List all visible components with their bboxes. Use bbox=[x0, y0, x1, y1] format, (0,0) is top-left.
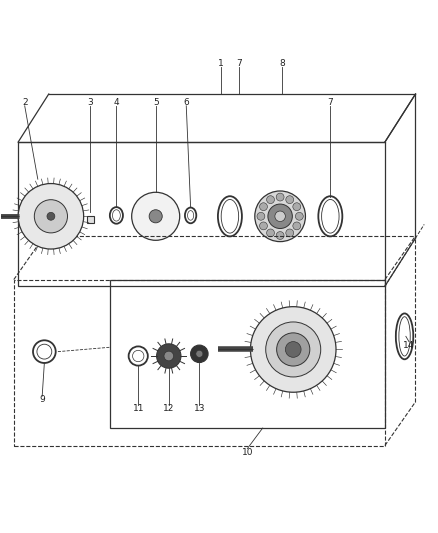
Circle shape bbox=[196, 350, 203, 357]
Text: 13: 13 bbox=[194, 404, 205, 413]
Circle shape bbox=[156, 344, 181, 368]
Circle shape bbox=[295, 212, 303, 220]
Circle shape bbox=[255, 191, 305, 241]
Circle shape bbox=[286, 229, 293, 237]
Circle shape bbox=[132, 192, 180, 240]
Circle shape bbox=[260, 222, 268, 230]
Circle shape bbox=[286, 196, 293, 204]
Circle shape bbox=[275, 211, 286, 222]
Circle shape bbox=[268, 204, 292, 229]
Circle shape bbox=[257, 212, 265, 220]
Circle shape bbox=[293, 222, 301, 230]
Text: 7: 7 bbox=[328, 98, 333, 107]
Circle shape bbox=[276, 231, 284, 239]
Text: 2: 2 bbox=[22, 98, 28, 107]
Text: 6: 6 bbox=[184, 98, 189, 107]
Text: 10: 10 bbox=[242, 448, 253, 457]
Text: 5: 5 bbox=[153, 98, 159, 107]
Text: 11: 11 bbox=[132, 404, 144, 413]
Text: 7: 7 bbox=[236, 59, 241, 68]
Circle shape bbox=[266, 322, 321, 377]
Text: 1: 1 bbox=[218, 59, 224, 68]
Circle shape bbox=[286, 342, 301, 357]
Circle shape bbox=[18, 183, 84, 249]
Text: 14: 14 bbox=[403, 341, 415, 350]
Circle shape bbox=[267, 196, 275, 204]
Circle shape bbox=[277, 333, 310, 366]
Circle shape bbox=[293, 203, 301, 211]
Text: 3: 3 bbox=[87, 98, 93, 107]
Text: 12: 12 bbox=[163, 404, 174, 413]
Circle shape bbox=[276, 193, 284, 201]
Text: 4: 4 bbox=[113, 98, 119, 107]
Circle shape bbox=[149, 210, 162, 223]
Circle shape bbox=[34, 200, 67, 233]
Circle shape bbox=[251, 306, 336, 392]
Circle shape bbox=[191, 345, 208, 362]
Circle shape bbox=[260, 203, 268, 211]
Bar bbox=[87, 216, 94, 223]
Text: 8: 8 bbox=[279, 59, 285, 68]
Circle shape bbox=[47, 212, 55, 220]
Circle shape bbox=[267, 229, 275, 237]
Text: 9: 9 bbox=[39, 395, 45, 404]
Circle shape bbox=[164, 351, 173, 361]
